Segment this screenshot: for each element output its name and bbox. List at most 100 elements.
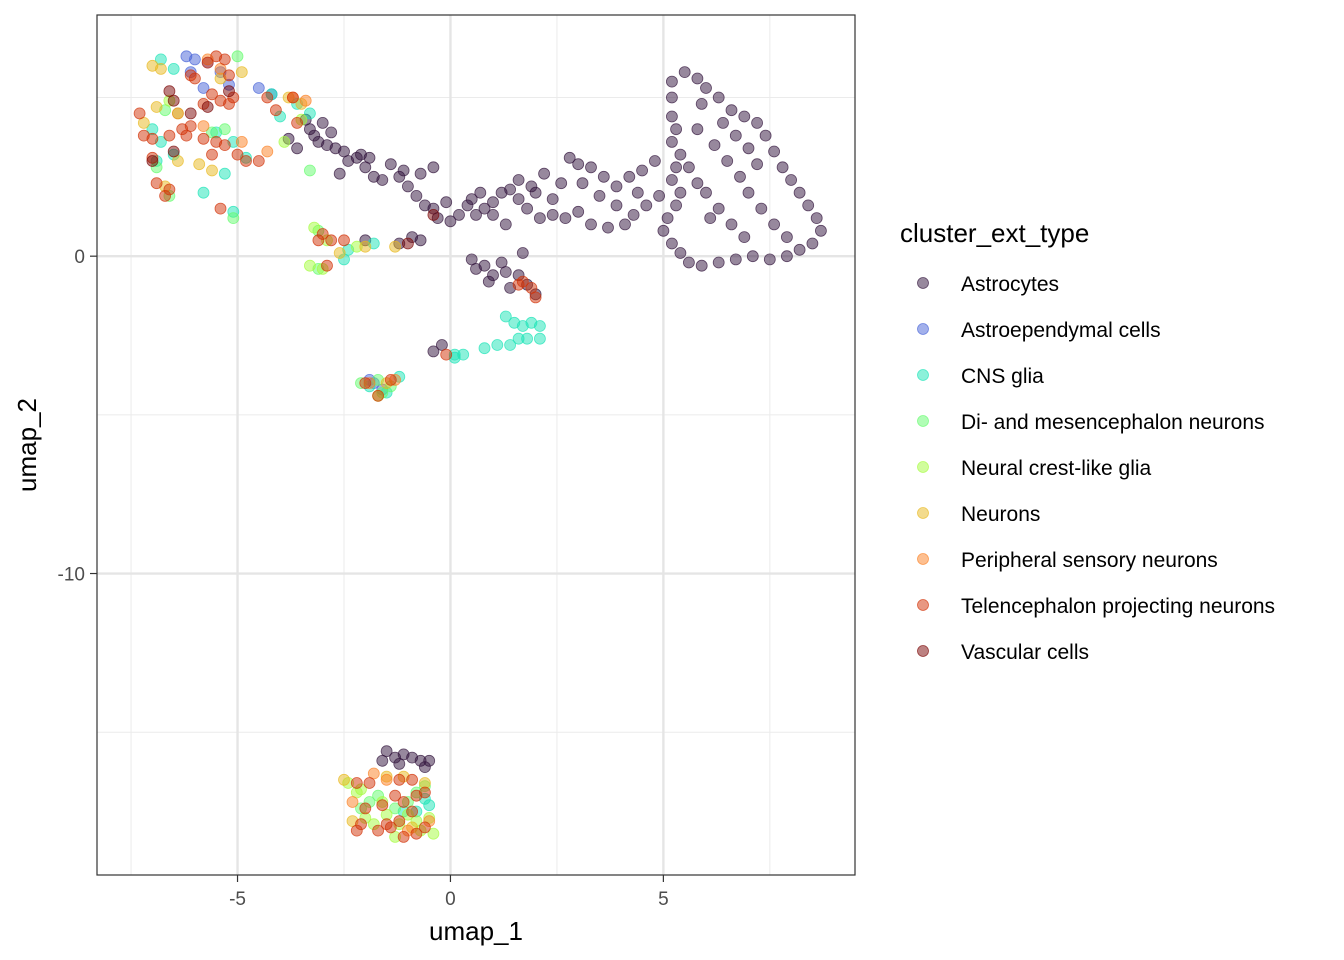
data-point bbox=[559, 212, 572, 225]
data-point bbox=[495, 256, 508, 269]
data-point bbox=[453, 208, 465, 221]
data-point bbox=[666, 237, 678, 250]
data-point bbox=[781, 231, 793, 244]
data-point bbox=[363, 151, 376, 164]
data-point bbox=[499, 218, 512, 231]
data-point bbox=[661, 212, 674, 225]
data-point bbox=[653, 189, 665, 202]
data-point bbox=[333, 167, 346, 180]
data-point bbox=[252, 155, 265, 167]
data-point bbox=[751, 158, 763, 171]
data-point bbox=[363, 777, 376, 789]
data-point bbox=[666, 75, 678, 88]
data-point bbox=[427, 161, 440, 174]
data-point bbox=[785, 174, 797, 186]
data-point bbox=[133, 107, 146, 120]
data-point bbox=[427, 827, 440, 840]
legend-label: Astroependymal cells bbox=[961, 319, 1161, 342]
data-point bbox=[742, 142, 755, 155]
data-point bbox=[729, 253, 742, 266]
data-point bbox=[700, 82, 712, 94]
data-point bbox=[499, 310, 512, 323]
data-point bbox=[427, 208, 440, 221]
data-point bbox=[534, 332, 546, 345]
data-point bbox=[410, 189, 423, 202]
data-point bbox=[380, 745, 393, 758]
data-point bbox=[303, 107, 316, 120]
data-point bbox=[546, 193, 559, 206]
data-point bbox=[683, 161, 695, 174]
data-point bbox=[712, 91, 725, 104]
data-point bbox=[325, 126, 338, 139]
data-point bbox=[346, 796, 359, 808]
data-point bbox=[206, 88, 218, 101]
data-point bbox=[146, 132, 159, 145]
data-point bbox=[738, 231, 751, 244]
data-point bbox=[768, 218, 780, 231]
data-point bbox=[218, 139, 231, 152]
legend-label: Neural crest-like glia bbox=[961, 457, 1152, 480]
data-point bbox=[495, 186, 508, 199]
data-point bbox=[342, 155, 355, 167]
data-point bbox=[712, 202, 725, 215]
data-point bbox=[597, 170, 610, 183]
data-point bbox=[512, 174, 525, 186]
data-point bbox=[546, 208, 559, 221]
data-point bbox=[261, 91, 274, 104]
data-point bbox=[725, 104, 738, 117]
data-point bbox=[793, 186, 806, 199]
data-point bbox=[585, 161, 597, 174]
data-point bbox=[657, 224, 670, 237]
data-point bbox=[802, 199, 815, 212]
data-point bbox=[670, 199, 682, 212]
legend-key bbox=[917, 323, 929, 335]
data-point bbox=[414, 167, 427, 180]
data-point bbox=[734, 170, 746, 183]
data-point bbox=[252, 82, 265, 94]
data-point bbox=[159, 189, 172, 202]
data-point bbox=[206, 164, 218, 177]
data-point bbox=[487, 208, 499, 221]
data-point bbox=[184, 107, 197, 120]
data-point bbox=[435, 339, 448, 351]
data-point bbox=[384, 373, 397, 386]
data-point bbox=[154, 63, 167, 75]
data-point bbox=[308, 221, 321, 234]
data-point bbox=[150, 177, 163, 190]
data-point bbox=[206, 148, 218, 161]
data-point bbox=[440, 196, 453, 209]
data-point bbox=[746, 250, 759, 263]
legend-label: Telencephalon projecting neurons bbox=[961, 595, 1275, 618]
data-point bbox=[666, 135, 678, 148]
data-point bbox=[806, 237, 819, 250]
legend-key bbox=[917, 599, 929, 611]
series-astrocytes bbox=[282, 66, 827, 773]
legend-key bbox=[917, 553, 929, 565]
data-point bbox=[516, 247, 529, 259]
data-point bbox=[393, 815, 406, 827]
x-axis-title: umap_1 bbox=[429, 916, 523, 946]
data-point bbox=[729, 129, 742, 142]
legend-key bbox=[917, 369, 929, 381]
data-point bbox=[815, 224, 827, 237]
data-point bbox=[478, 202, 491, 215]
data-point bbox=[197, 186, 210, 199]
data-point bbox=[223, 85, 235, 98]
data-point bbox=[610, 180, 623, 193]
data-point bbox=[593, 189, 606, 202]
x-tick-label: 0 bbox=[445, 889, 456, 910]
legend-label: Vascular cells bbox=[961, 641, 1089, 664]
data-point bbox=[534, 212, 546, 225]
data-point bbox=[640, 199, 653, 212]
data-point bbox=[521, 202, 533, 215]
data-point bbox=[763, 253, 776, 266]
data-point bbox=[631, 186, 644, 199]
legend-key bbox=[917, 645, 929, 657]
series-telencephalon-projecting-neurons bbox=[133, 50, 542, 843]
data-point bbox=[231, 148, 244, 161]
data-point bbox=[389, 789, 402, 802]
data-point bbox=[610, 199, 623, 212]
data-point bbox=[529, 291, 542, 304]
data-point bbox=[572, 205, 585, 218]
x-tick-label: -5 bbox=[229, 889, 246, 910]
